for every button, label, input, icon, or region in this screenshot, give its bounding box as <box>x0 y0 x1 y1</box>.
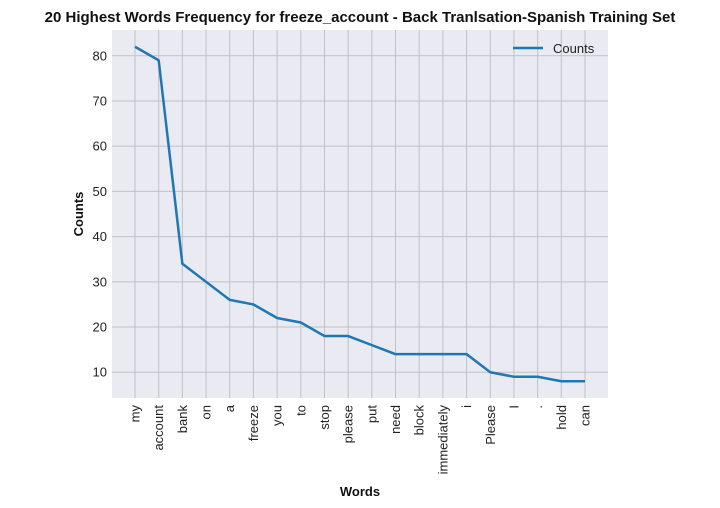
y-tick-label: 80 <box>93 48 107 63</box>
y-tick-label: 10 <box>93 365 107 380</box>
x-tick-label: a <box>222 404 237 412</box>
x-tick-label: stop <box>317 405 332 430</box>
series-line-counts <box>134 45 585 383</box>
y-tick-label: 20 <box>93 320 107 335</box>
y-axis-ticks: 10 20 30 40 50 60 70 80 <box>93 48 107 379</box>
legend: Counts <box>513 41 595 56</box>
x-tick-label: hold <box>554 405 569 430</box>
y-tick-label: 50 <box>93 184 107 199</box>
x-axis-ticks: my account bank on a freeze you to stop please put… <box>128 404 593 474</box>
plot-area <box>112 30 608 398</box>
x-tick-label: can <box>578 405 593 426</box>
chart-title: 20 Highest Words Frequency for freeze_ac… <box>45 9 676 26</box>
x-tick-label: account <box>151 405 166 451</box>
legend-label-counts: Counts <box>553 41 595 56</box>
x-tick-label: on <box>199 405 214 419</box>
x-tick-label: bank <box>175 405 190 434</box>
y-tick-label: 40 <box>93 229 107 244</box>
x-tick-label: block <box>412 405 427 436</box>
x-tick-label: immediately <box>435 405 450 475</box>
x-tick-label: i <box>459 405 474 408</box>
x-tick-label: Please <box>483 405 498 445</box>
y-tick-label: 60 <box>93 139 107 154</box>
x-tick-label: you <box>270 405 285 426</box>
x-tick-label: I <box>506 405 521 409</box>
x-tick-label: put <box>364 405 379 423</box>
x-tick-label: my <box>128 405 143 423</box>
x-tick-label: need <box>388 405 403 434</box>
y-tick-label: 30 <box>93 274 107 289</box>
x-tick-label: freeze <box>246 405 261 441</box>
x-axis-title: Words <box>340 484 380 499</box>
x-gridlines <box>134 30 586 398</box>
y-axis-title: Counts <box>71 192 86 237</box>
y-gridlines <box>112 55 608 373</box>
y-tick-label: 70 <box>93 93 107 108</box>
x-tick-label: to <box>293 405 308 416</box>
x-tick-label: please <box>341 405 356 443</box>
x-tick-label: . <box>530 405 545 409</box>
